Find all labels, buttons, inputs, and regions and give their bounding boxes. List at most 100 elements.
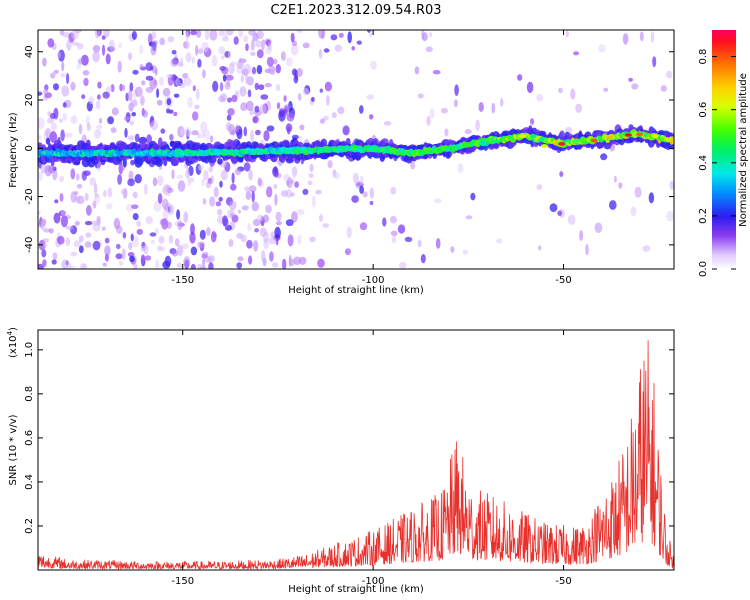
heatmap-cell bbox=[197, 133, 202, 139]
heatmap-cell bbox=[115, 253, 123, 260]
y-tick-label: 40 bbox=[24, 45, 35, 58]
colorbar-gradient bbox=[712, 30, 736, 269]
heatmap-cell bbox=[145, 62, 153, 72]
heatmap-cell bbox=[60, 209, 67, 217]
heatmap-cell bbox=[253, 240, 259, 252]
heatmap-cell bbox=[594, 222, 603, 234]
y-tick-label: 0.2 bbox=[24, 518, 35, 534]
heatmap-cell bbox=[465, 215, 473, 220]
heatmap-cell bbox=[251, 39, 255, 51]
heatmap-cell bbox=[205, 181, 212, 189]
heatmap-cell bbox=[433, 198, 442, 204]
heatmap-cell bbox=[410, 161, 416, 170]
heatmap-cell bbox=[202, 257, 206, 269]
heatmap-cell bbox=[61, 85, 70, 97]
heatmap-cell bbox=[256, 214, 264, 222]
heatmap-cell bbox=[238, 30, 244, 38]
heatmap-cell bbox=[38, 171, 44, 181]
heatmap-cell bbox=[231, 94, 238, 103]
heatmap-cell bbox=[190, 30, 198, 36]
heatmap-cell bbox=[84, 192, 89, 201]
heatmap-cell bbox=[248, 31, 255, 36]
heatmap-cell bbox=[107, 116, 114, 125]
heatmap-cell bbox=[245, 190, 252, 200]
heatmap-cell bbox=[205, 30, 210, 41]
heatmap-cell bbox=[64, 132, 73, 138]
heatmap-cell bbox=[78, 235, 84, 243]
heatmap-cell bbox=[292, 68, 298, 76]
y-tick-label: 0 bbox=[24, 145, 35, 151]
heatmap-cell bbox=[538, 245, 542, 251]
heatmap-cell bbox=[666, 70, 673, 79]
heatmap-cell bbox=[177, 220, 183, 231]
heatmap-cell bbox=[248, 169, 253, 181]
heatmap-cell bbox=[141, 80, 146, 86]
heatmap-cell bbox=[235, 124, 240, 133]
heatmap-cell bbox=[238, 155, 244, 163]
heatmap-cell bbox=[92, 45, 101, 53]
heatmap-cell bbox=[372, 138, 379, 146]
heatmap-cell bbox=[71, 30, 79, 40]
heatmap-cell bbox=[53, 107, 59, 120]
heatmap-cell bbox=[191, 130, 199, 136]
heatmap-cell bbox=[369, 114, 374, 120]
heatmap-cell bbox=[70, 168, 76, 180]
heatmap-cell bbox=[49, 131, 58, 143]
heatmap-cell bbox=[530, 118, 535, 125]
heatmap-cell bbox=[254, 105, 260, 113]
heatmap-cell bbox=[103, 189, 107, 198]
heatmap-cell bbox=[184, 41, 191, 49]
heatmap-cell bbox=[370, 60, 377, 70]
heatmap-cell bbox=[237, 256, 244, 262]
heatmap-cell bbox=[61, 259, 69, 269]
heatmap-cell bbox=[136, 228, 143, 235]
y-tick-label: 0.6 bbox=[24, 430, 35, 446]
heatmap-cell bbox=[47, 111, 52, 117]
heatmap-cell bbox=[107, 187, 113, 198]
heatmap-cell bbox=[263, 239, 270, 250]
heatmap-cell bbox=[213, 186, 219, 198]
heatmap-cell bbox=[289, 258, 295, 267]
heatmap-cell bbox=[259, 103, 267, 115]
heatmap-cell bbox=[323, 48, 330, 53]
heatmap-cell bbox=[167, 36, 175, 43]
heatmap-cell bbox=[84, 220, 93, 226]
heatmap-cell bbox=[289, 192, 295, 197]
heatmap-cell bbox=[228, 239, 234, 247]
heatmap-cell bbox=[156, 99, 163, 106]
heatmap-cell bbox=[244, 186, 250, 192]
heatmap-cell bbox=[128, 242, 133, 250]
heatmap-cell bbox=[252, 116, 258, 123]
heatmap-cell bbox=[192, 85, 196, 92]
heatmap-cell bbox=[404, 236, 413, 242]
heatmap-cell bbox=[603, 87, 609, 93]
heatmap-cell bbox=[255, 129, 261, 136]
heatmap-cell bbox=[99, 117, 103, 124]
heatmap-cell bbox=[311, 96, 315, 102]
heatmap-cell bbox=[266, 125, 275, 132]
heatmap-cell bbox=[256, 49, 264, 59]
heatmap-cell bbox=[219, 180, 223, 188]
heatmap-cell bbox=[228, 200, 237, 210]
heatmap-cell bbox=[453, 99, 458, 108]
heatmap-cell bbox=[150, 239, 155, 245]
heatmap-cell bbox=[78, 123, 83, 135]
heatmap-cell bbox=[432, 70, 441, 75]
heatmap-cell bbox=[42, 259, 47, 267]
heatmap-cell bbox=[500, 98, 504, 107]
heatmap-cell bbox=[177, 180, 186, 192]
heatmap-cell bbox=[618, 182, 623, 189]
heatmap-cell bbox=[302, 87, 309, 96]
heatmap-cell bbox=[103, 30, 110, 38]
heatmap-cell bbox=[57, 51, 61, 59]
heatmap-cell bbox=[93, 183, 98, 195]
heatmap-cell bbox=[255, 30, 264, 40]
heatmap-cell bbox=[176, 263, 183, 268]
heatmap-cell bbox=[417, 93, 424, 99]
heatmap-cell bbox=[352, 172, 359, 184]
heatmap-cell bbox=[173, 93, 180, 98]
heatmap-cell bbox=[322, 223, 330, 229]
heatmap-cell bbox=[324, 81, 332, 92]
spectrogram-y-axis: -40 -20 0 20 40 bbox=[24, 45, 674, 253]
heatmap-cell bbox=[261, 250, 266, 262]
